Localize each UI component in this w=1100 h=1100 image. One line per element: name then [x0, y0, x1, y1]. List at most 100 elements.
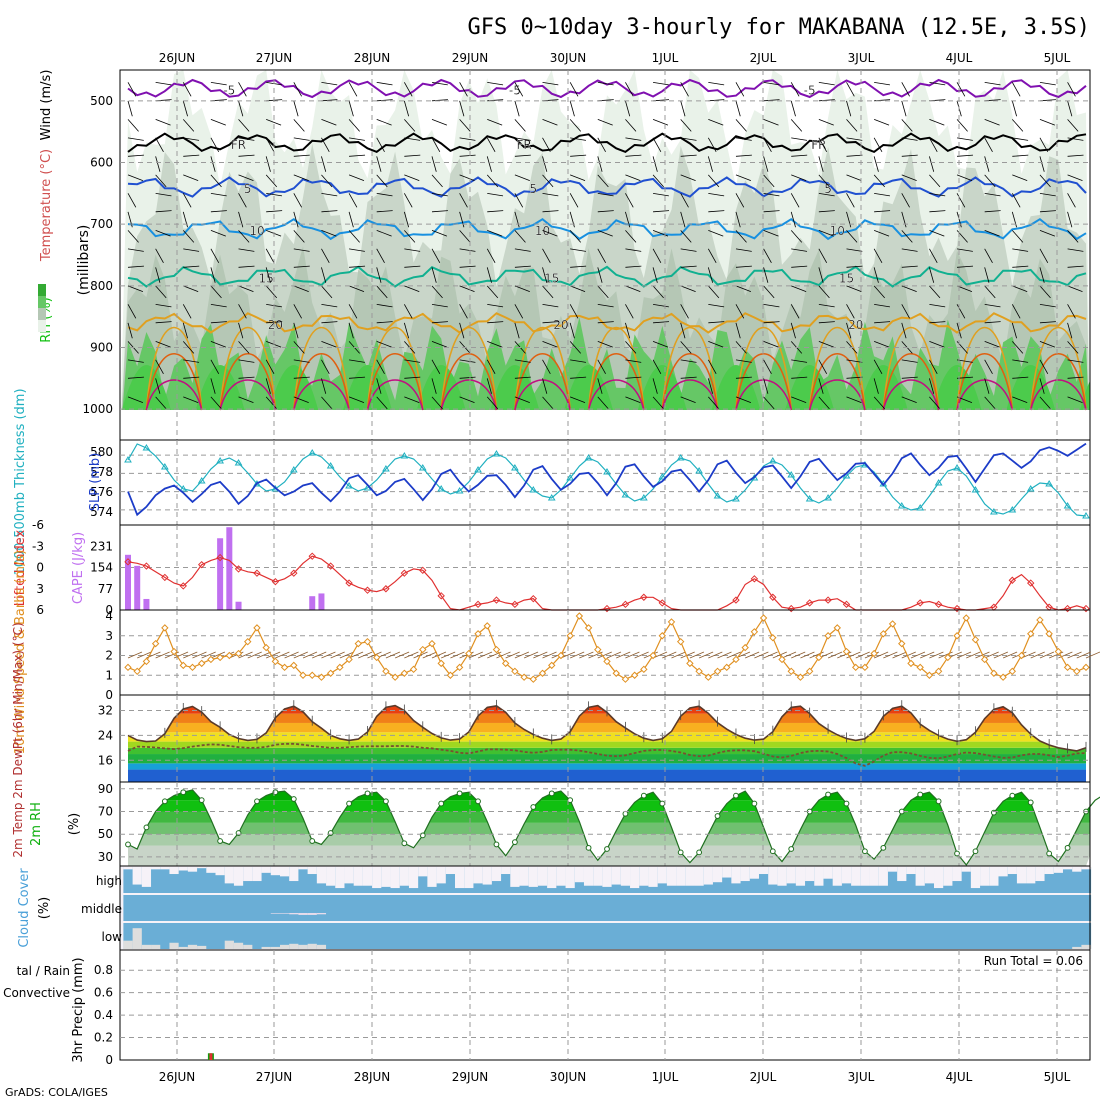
wind-barb [929, 285, 941, 299]
cloud-low-bar [712, 923, 723, 949]
wind-barb [542, 340, 558, 348]
wind-barb [514, 100, 520, 117]
thickness-point [953, 464, 961, 471]
cloud-high-gap [1062, 867, 1073, 870]
cloud-high-gap [547, 867, 557, 889]
temperature-field [127, 699, 1087, 782]
cloud-low-bar [141, 923, 152, 949]
wind-barb [183, 248, 200, 252]
wind-barb [818, 192, 835, 197]
cloud-low-bar [473, 923, 484, 949]
wind-barb [653, 210, 670, 213]
wind-barb [735, 137, 752, 141]
cloud-low-gap [178, 946, 189, 949]
rh-point [383, 798, 389, 805]
cloud-high-gap [630, 867, 640, 889]
wind-barb [763, 229, 779, 237]
cloud-high-gap [132, 867, 143, 885]
wind-barb [680, 265, 697, 268]
wind-barb [127, 82, 137, 97]
cloud-high-bar [1081, 867, 1092, 893]
wind-barb [1067, 359, 1084, 363]
surface-wind-barb [597, 651, 612, 659]
cloud-high-gap [528, 867, 539, 887]
wind-barb [459, 174, 475, 182]
wind-barb [293, 285, 309, 293]
cloud-high-gap [289, 867, 299, 882]
cloud-high-gap [501, 867, 511, 875]
cloud-high-gap [970, 867, 981, 889]
wind-barb [321, 192, 338, 197]
wind-barb [901, 211, 907, 228]
wind-barb [487, 81, 504, 86]
cloud-high-bar [215, 867, 226, 893]
cloud-middle-bar [630, 895, 640, 921]
wind-barb [569, 82, 579, 97]
cloud-high-gap [556, 867, 567, 886]
cloud-high-gap [298, 867, 309, 870]
wind-speed-point [151, 639, 160, 648]
cloud-low-bar [722, 923, 732, 949]
cloud-high-bar [722, 867, 732, 893]
surface-wind-barb [625, 651, 640, 659]
cloud-low-bar [593, 923, 603, 949]
cloud-high-gap [768, 867, 778, 885]
cloud-low-gap [187, 944, 198, 949]
wind-barb [597, 137, 606, 152]
wind-barb [210, 229, 226, 237]
surface-wind-barb [1076, 651, 1091, 659]
cloud-low-gap [307, 943, 318, 949]
rh-point [493, 841, 500, 848]
rh-shading [1006, 365, 1056, 410]
rh-point [677, 849, 684, 856]
boundary-layer-contour [219, 326, 277, 411]
wind-barb [708, 192, 725, 197]
wind-barb [376, 303, 393, 308]
wind-barb [791, 174, 807, 182]
cloud-high-gap [537, 867, 548, 886]
wind-barb [625, 100, 631, 117]
surface-wind-barb [837, 651, 852, 659]
thickness-point [253, 480, 261, 487]
wind-speed-point [124, 663, 132, 672]
isotherm-label: 5 [244, 182, 252, 196]
cloud-high-bar [1044, 867, 1055, 893]
cloud-high-gap [390, 867, 401, 889]
surface-wind-barb [422, 651, 437, 659]
wind-barb [238, 396, 254, 404]
rh-point [217, 838, 224, 844]
wind-barb [652, 303, 669, 308]
rh-point [843, 800, 850, 807]
wind-barb [984, 378, 990, 394]
wind-barb [404, 248, 421, 252]
wind-barb [1012, 174, 1028, 182]
cloud-low-bar [878, 923, 889, 949]
wind-barb [127, 100, 133, 117]
wind-barb [376, 359, 385, 374]
cloud-high-gap [261, 867, 272, 873]
wind-barb [680, 119, 692, 132]
isotherm-label: 15 [839, 272, 854, 286]
cloud-low-bar [574, 923, 585, 949]
rh-point [419, 832, 426, 839]
rh-point [438, 800, 445, 807]
wind-barb [210, 267, 216, 283]
wind-barb [1039, 321, 1056, 324]
cape-tick: 77 [98, 582, 113, 596]
wind-barb [846, 265, 863, 268]
surface-wind-barb [745, 651, 760, 659]
wind-barb [929, 229, 945, 237]
wind-barb [956, 174, 973, 182]
wind-barb [791, 137, 808, 141]
cloud-middle-bar [989, 895, 999, 921]
wind-barb [625, 230, 637, 243]
wind-barb [929, 118, 945, 126]
cloud-middle-bar [381, 895, 392, 921]
cloud-middle-gap [270, 913, 281, 914]
wind-speed-point [630, 671, 639, 679]
wind-barb [597, 340, 613, 348]
wind-barb [182, 193, 192, 208]
wind-barb [431, 137, 441, 152]
cloud-middle-bar [574, 895, 585, 921]
surface-wind-barb [302, 651, 318, 659]
